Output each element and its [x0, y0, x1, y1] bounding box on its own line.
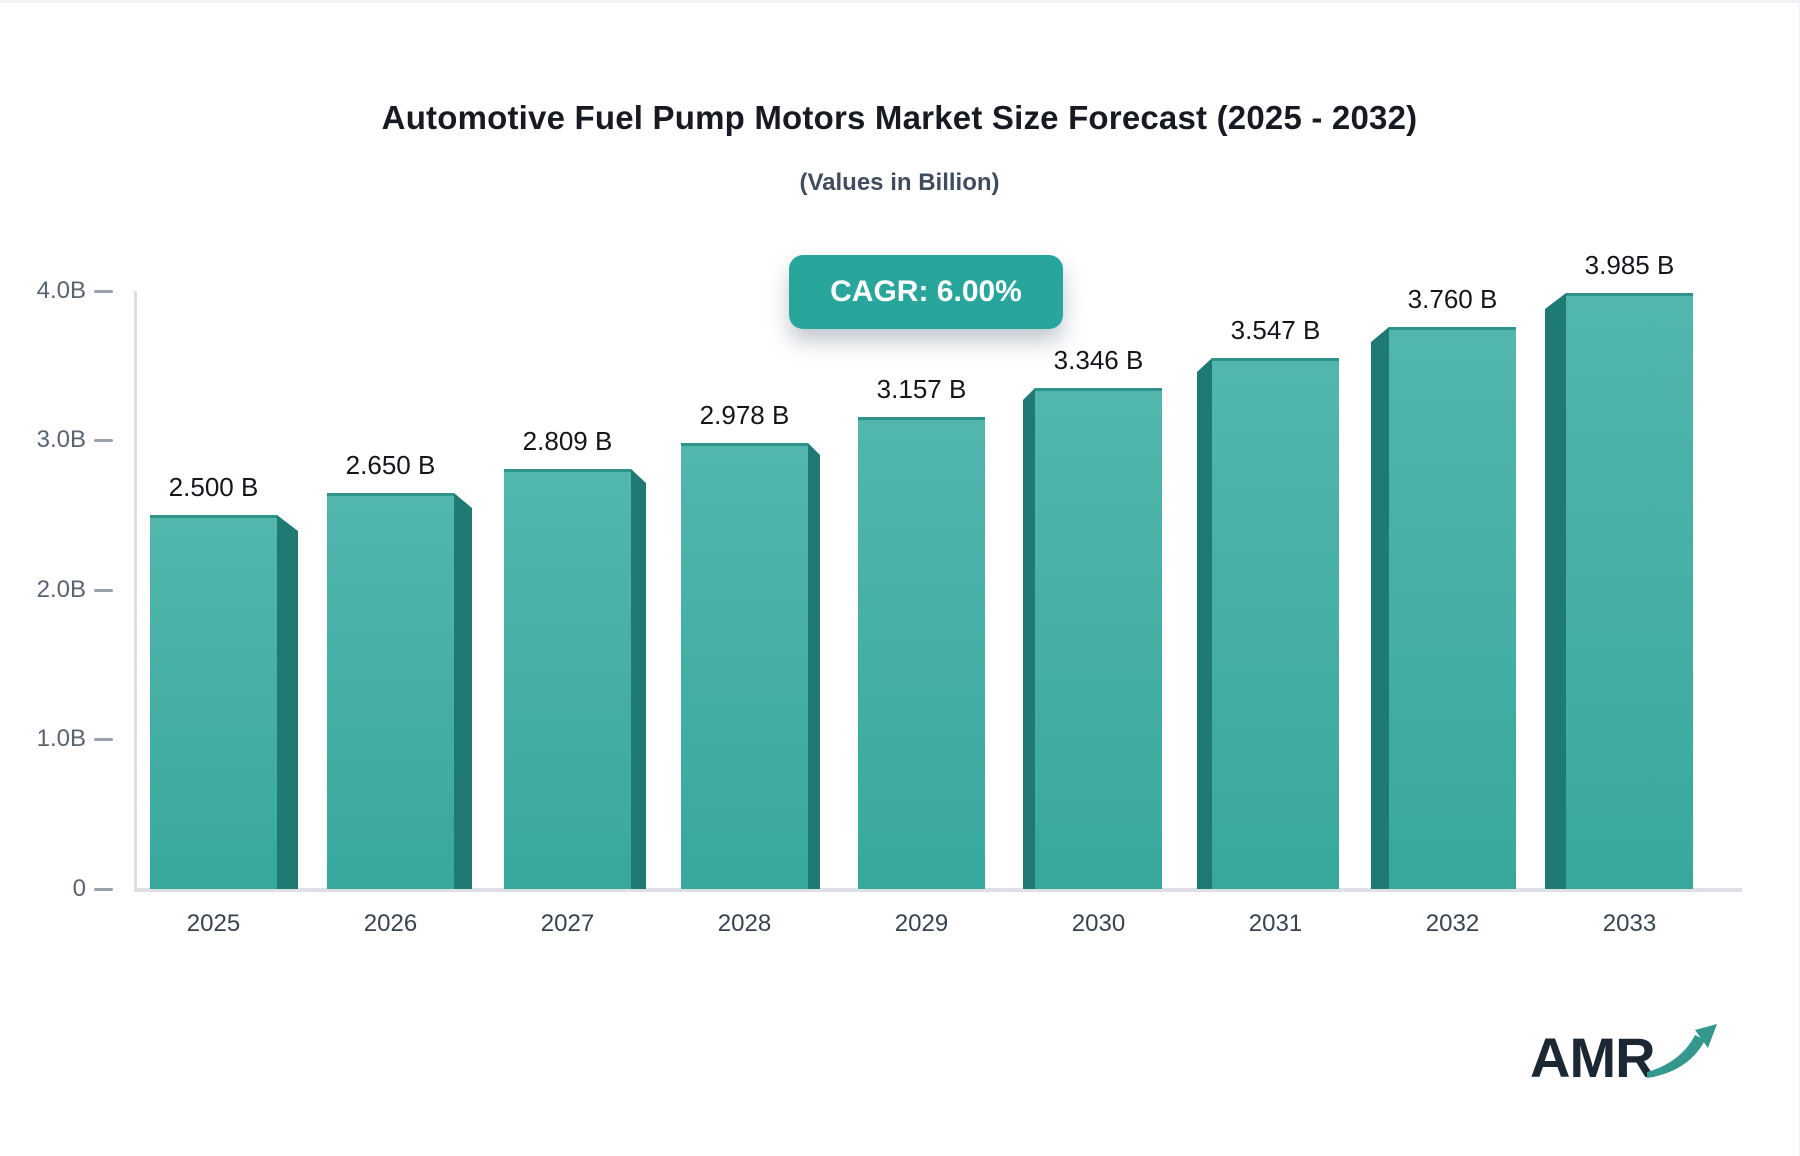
bar: [681, 443, 808, 889]
x-axis-label: 2026: [363, 910, 418, 937]
y-axis-line: [134, 291, 137, 891]
x-axis-label: 2027: [540, 910, 595, 937]
bar-value-label: 3.547 B: [1230, 315, 1321, 345]
y-tick-label: 3.0B: [36, 426, 86, 453]
bar-value-label: 3.346 B: [1053, 345, 1144, 375]
bar-value-label: 2.978 B: [699, 400, 790, 430]
chart-title: Automotive Fuel Pump Motors Market Size …: [381, 99, 1418, 136]
bar-side: [631, 469, 646, 889]
bar: [1566, 293, 1693, 889]
bar-side: [1197, 358, 1212, 889]
y-tick-dash: [94, 290, 113, 293]
growth-arrow-icon: [1646, 1023, 1717, 1078]
bar-value-label: 3.760 B: [1407, 284, 1498, 314]
bar-side: [1371, 327, 1389, 889]
y-tick-dash: [94, 888, 113, 891]
bar: [504, 469, 631, 889]
x-axis-label: 2030: [1071, 910, 1126, 937]
y-tick-label: 2.0B: [36, 576, 86, 603]
amr-logo: AMR: [1530, 1023, 1723, 1090]
bar-value-label: 2.809 B: [522, 426, 613, 456]
y-tick-dash: [94, 439, 113, 442]
y-tick-label: 0: [72, 875, 86, 902]
bar-side: [808, 443, 820, 889]
cagr-badge: CAGR: 6.00%: [789, 255, 1063, 329]
x-axis-label: 2031: [1248, 910, 1303, 937]
bar-value-label: 2.500 B: [168, 472, 259, 502]
chart-subtitle: (Values in Billion): [799, 169, 1000, 196]
x-axis-label: 2025: [186, 910, 241, 937]
y-tick-label: 4.0B: [36, 277, 86, 304]
x-axis-label: 2029: [894, 910, 949, 937]
bar: [1212, 358, 1339, 889]
bar-side: [454, 493, 472, 889]
bar: [1035, 388, 1162, 889]
bar-value-label: 2.650 B: [345, 450, 436, 480]
bar-value-label: 3.157 B: [876, 374, 967, 404]
y-tick-label: 1.0B: [36, 725, 86, 752]
y-tick-dash: [94, 738, 113, 741]
plot-area: 0 1.0B 2.0B 3.0B 4.0B 2.500 B 2025 2.650 B 2026 2…: [0, 3, 1799, 1156]
bar: [327, 493, 454, 889]
x-axis-label: 2028: [717, 910, 772, 937]
bar-side: [277, 515, 298, 889]
bar-side: [1023, 388, 1035, 889]
bar: [1389, 327, 1516, 889]
bar: [858, 417, 985, 889]
bar-value-label: 3.985 B: [1584, 250, 1675, 280]
bar-side: [1545, 293, 1566, 889]
x-axis-line: [134, 888, 1742, 892]
y-tick-dash: [94, 589, 113, 592]
amr-logo-text: AMR: [1530, 1026, 1656, 1089]
bar: [150, 515, 277, 889]
x-axis-label: 2032: [1425, 910, 1480, 937]
x-axis-label: 2033: [1602, 910, 1657, 937]
